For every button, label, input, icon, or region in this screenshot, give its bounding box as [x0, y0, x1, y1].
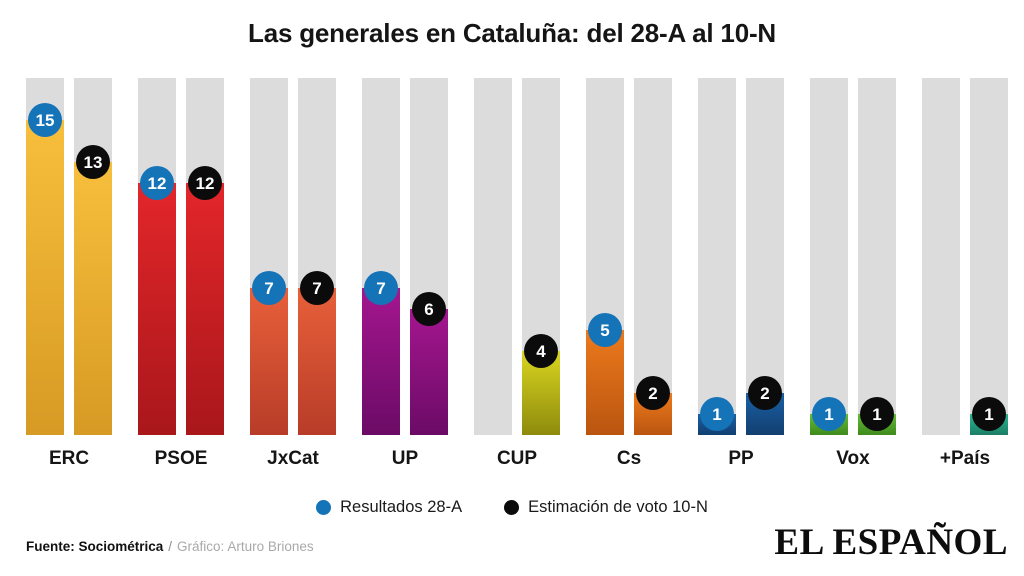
bar-slot-prev: 12: [138, 78, 176, 435]
legend-dot-est-icon: [504, 500, 520, 515]
bar-slot-est: 2: [746, 78, 784, 435]
bar-track: [746, 78, 784, 435]
bar-track: [922, 78, 960, 435]
value-marker-est: 6: [412, 292, 446, 326]
value-marker-prev: 12: [140, 166, 174, 200]
bar-slot-est: 1: [858, 78, 896, 435]
bar-slot-est: 13: [74, 78, 112, 435]
bar-track: [698, 78, 736, 435]
bar-slot-prev: 1: [810, 78, 848, 435]
footer-separator: /: [168, 539, 173, 554]
category-axis: ERC PSOE JxCat UP CUP Cs PP Vox +País: [0, 448, 1024, 476]
bar-track: [474, 78, 512, 435]
bar: [586, 330, 624, 435]
category-label: +País: [939, 448, 991, 469]
value-marker-est: 1: [860, 397, 894, 431]
category-label: CUP: [496, 448, 538, 469]
category-label: JxCat: [267, 448, 319, 469]
bar-track: [970, 78, 1008, 435]
bar-slot-prev: 7: [250, 78, 288, 435]
legend-item-est: Estimación de voto 10-N: [504, 498, 708, 517]
bar-slot-prev: 15: [26, 78, 64, 435]
value-marker-est: 2: [748, 376, 782, 410]
value-marker-est: 12: [188, 166, 222, 200]
bar-slot-prev: [474, 78, 512, 435]
bar: [138, 183, 176, 435]
footer-source: Fuente: Sociométrica: [26, 539, 164, 554]
bar: [250, 288, 288, 435]
category-label: Vox: [836, 448, 870, 469]
bar-group: 12 12: [138, 78, 224, 435]
value-marker-prev: 1: [812, 397, 846, 431]
chart-plot-area: 15 13 12 12 7 7 7 6 4 5 2 1 2 1 1 1: [0, 78, 1024, 435]
value-marker-est: 4: [524, 334, 558, 368]
bar-slot-est: 7: [298, 78, 336, 435]
value-marker-prev: 1: [700, 397, 734, 431]
value-marker-prev: 7: [252, 271, 286, 305]
footer: Fuente: Sociométrica / Gráfico: Arturo B…: [26, 539, 314, 554]
legend-dot-prev-icon: [316, 500, 332, 515]
bar-slot-est: 1: [970, 78, 1008, 435]
value-marker-prev: 15: [28, 103, 62, 137]
bar: [186, 183, 224, 435]
bar-track: [634, 78, 672, 435]
bar: [26, 120, 64, 435]
category-label: PSOE: [154, 448, 208, 469]
footer-credit: Gráfico: Arturo Briones: [177, 539, 314, 554]
category-label: ERC: [48, 448, 90, 469]
bar-track: [810, 78, 848, 435]
bar-slot-prev: 5: [586, 78, 624, 435]
legend-label-est: Estimación de voto 10-N: [528, 498, 708, 516]
bar-slot-prev: 1: [698, 78, 736, 435]
bar-slot-est: 6: [410, 78, 448, 435]
category-label: PP: [728, 448, 754, 469]
legend-label-prev: Resultados 28-A: [340, 498, 463, 516]
bar-group: 15 13: [26, 78, 112, 435]
bar: [410, 309, 448, 435]
value-marker-est: 13: [76, 145, 110, 179]
bar-group: 1: [922, 78, 1008, 435]
page-title: Las generales en Cataluña: del 28-A al 1…: [248, 18, 776, 48]
category-label: UP: [391, 448, 419, 469]
bar-slot-prev: [922, 78, 960, 435]
bar: [298, 288, 336, 435]
legend-item-prev: Resultados 28-A: [316, 498, 462, 517]
value-marker-est: 2: [636, 376, 670, 410]
bar-group: 4: [474, 78, 560, 435]
bar-slot-est: 4: [522, 78, 560, 435]
bar-track: [858, 78, 896, 435]
brand-logo: EL ESPAÑOL: [774, 522, 1008, 563]
bar-slot-est: 12: [186, 78, 224, 435]
value-marker-est: 1: [972, 397, 1006, 431]
value-marker-prev: 7: [364, 271, 398, 305]
value-marker-est: 7: [300, 271, 334, 305]
value-marker-prev: 5: [588, 313, 622, 347]
chart-legend: Resultados 28-A Estimación de voto 10-N: [0, 498, 1024, 517]
bar: [74, 162, 112, 435]
bar-slot-prev: 7: [362, 78, 400, 435]
category-label: Cs: [616, 448, 642, 469]
bar: [362, 288, 400, 435]
bar-slot-est: 2: [634, 78, 672, 435]
